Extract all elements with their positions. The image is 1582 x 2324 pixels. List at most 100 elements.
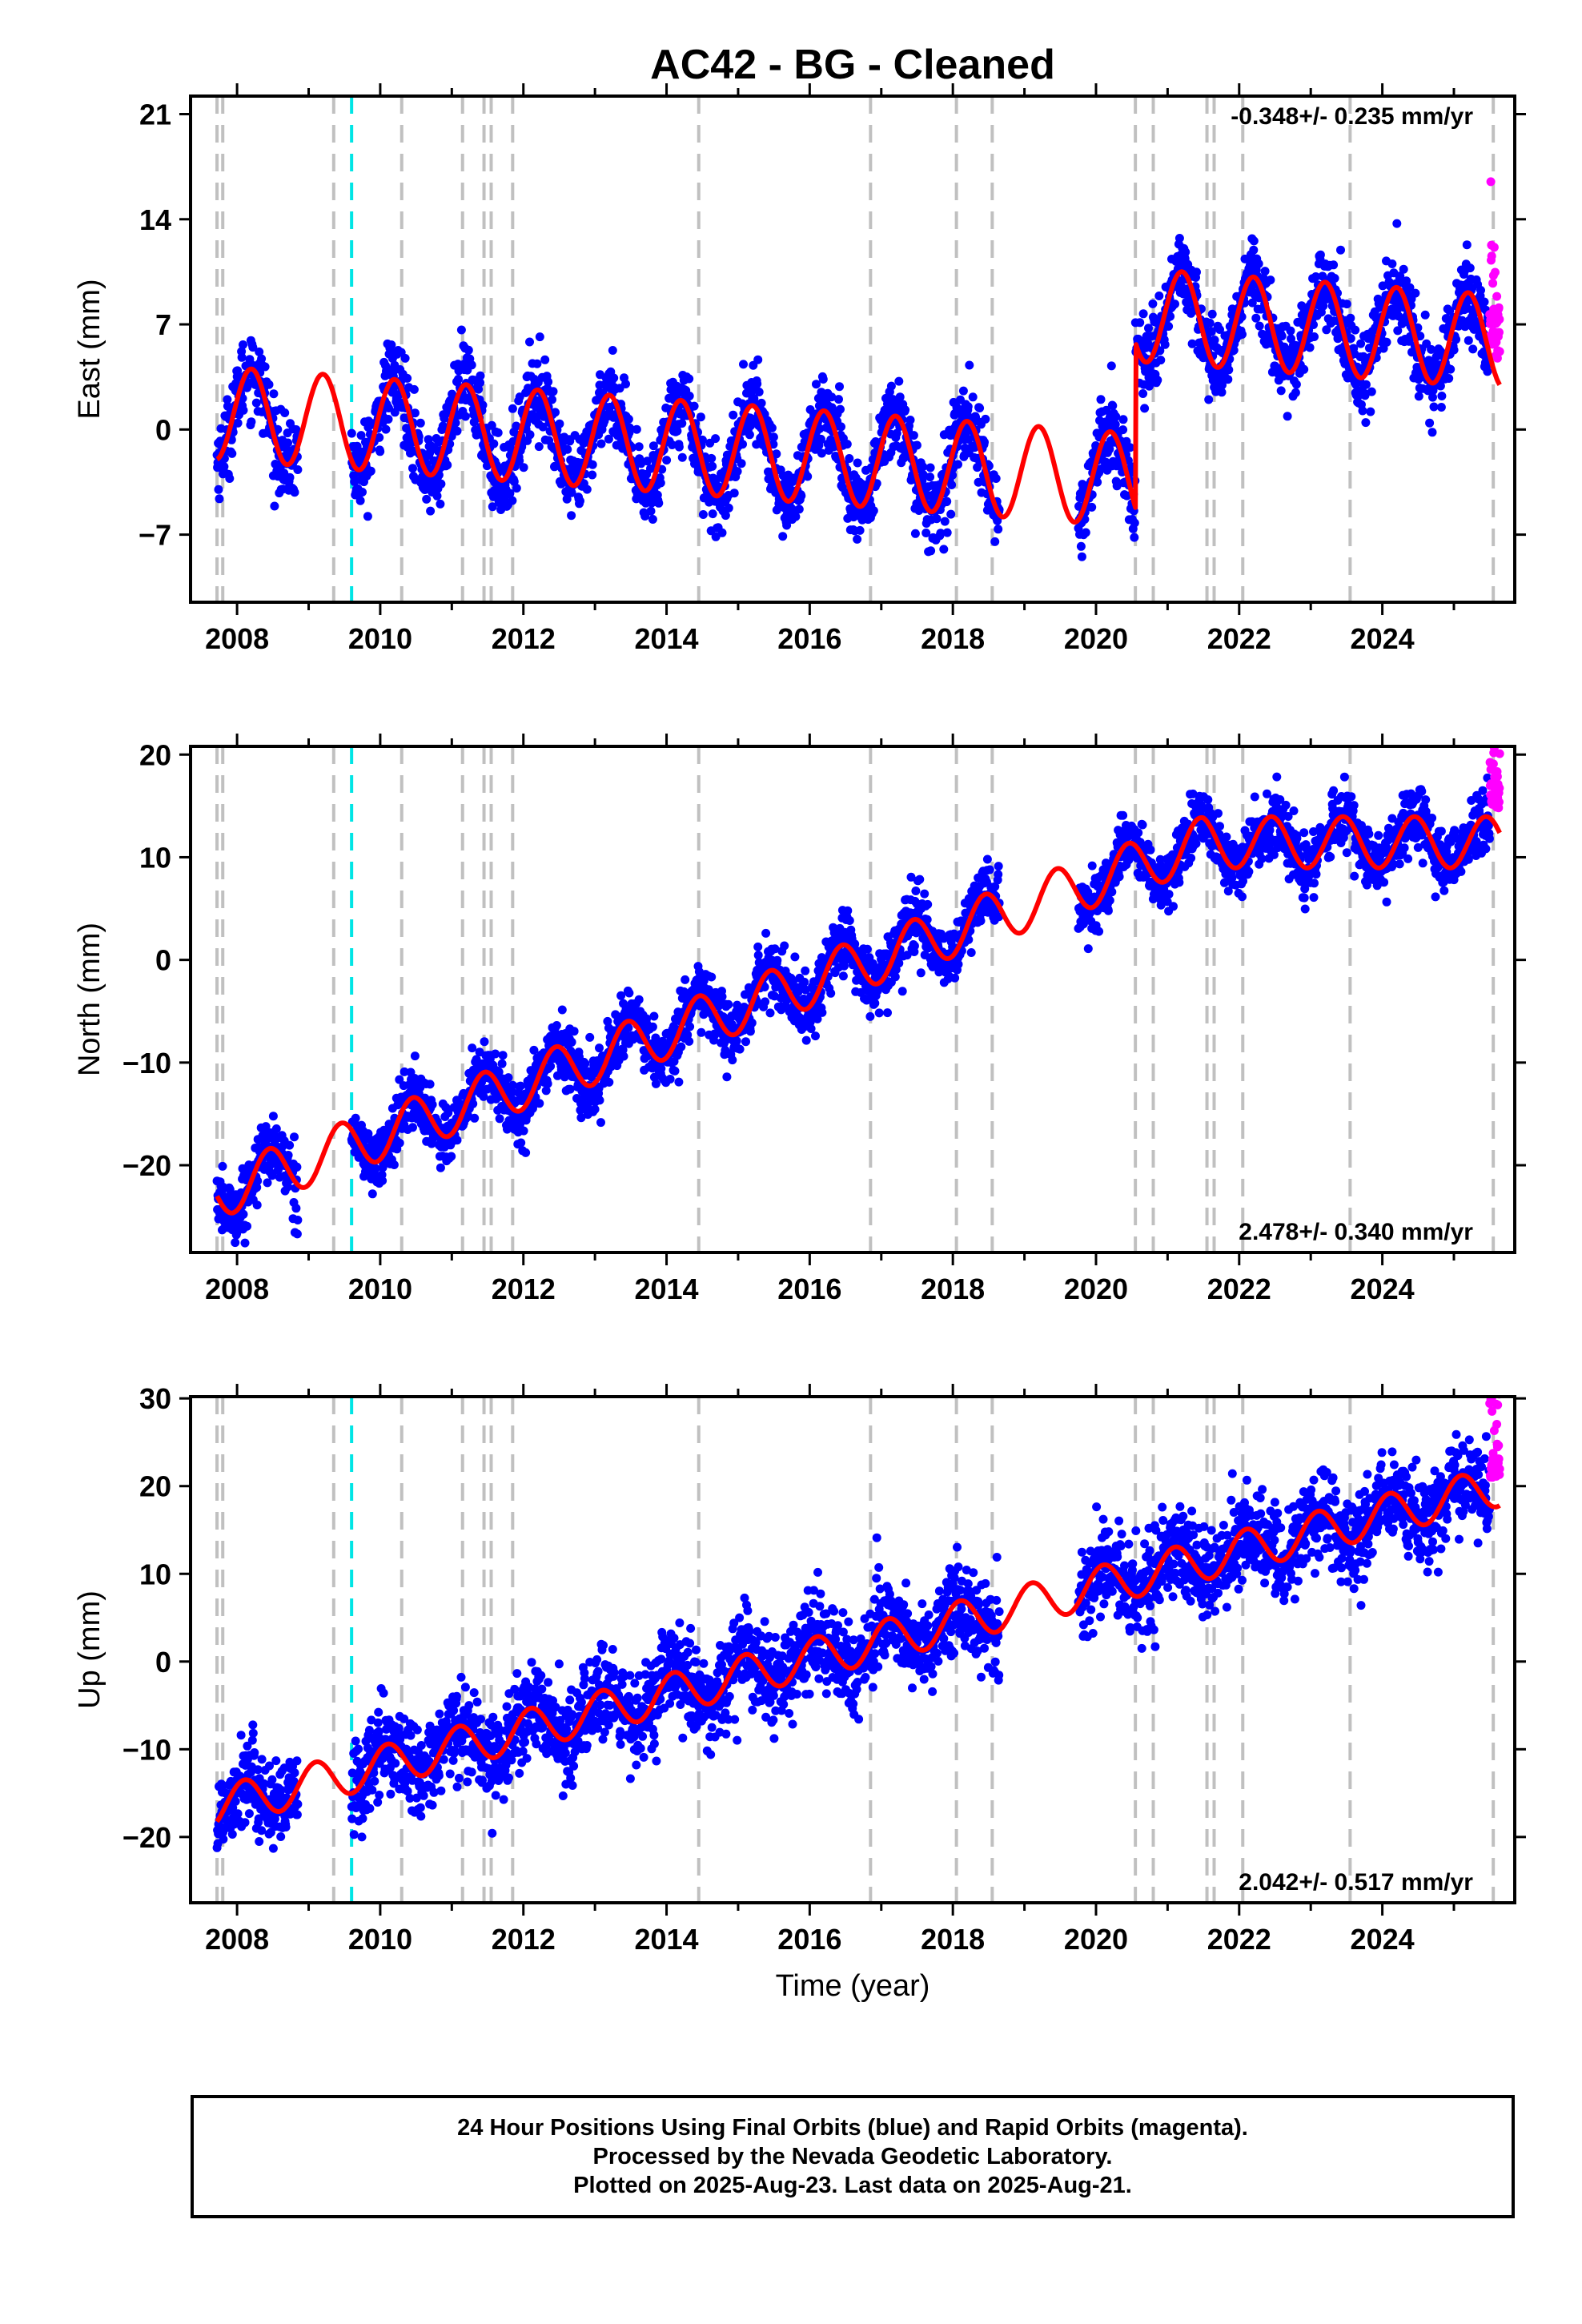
final-orbit-point [1077,552,1086,561]
final-orbit-point [729,410,738,420]
final-orbit-point [268,1112,278,1121]
final-orbit-point [426,506,436,516]
final-orbit-point [1215,325,1224,334]
final-orbit-point [685,1022,695,1031]
final-orbit-point [498,1051,508,1060]
final-orbit-point [818,375,828,384]
final-orbit-point [862,944,872,954]
final-orbit-point [954,959,963,969]
final-orbit-point [1283,412,1292,421]
final-orbit-point [1174,234,1184,243]
final-orbit-point [525,337,534,347]
final-orbit-point [557,1005,567,1015]
final-orbit-point [1205,318,1215,328]
final-orbit-point [1322,325,1331,335]
rapid-orbit-point [1492,292,1502,301]
final-orbit-point [1427,428,1437,437]
final-orbit-point [231,1238,240,1248]
final-orbit-point [497,1059,507,1068]
final-orbit-point [280,408,290,417]
final-orbit-point [619,1051,628,1061]
final-orbit-point [874,1008,884,1018]
final-orbit-point [493,428,503,437]
final-orbit-point [1187,339,1197,348]
final-orbit-point [1210,336,1219,345]
final-orbit-point [389,1160,399,1169]
final-orbit-point [926,546,936,556]
final-orbit-point [1425,418,1435,428]
final-orbit-point [769,432,778,442]
final-orbit-point [936,529,946,538]
final-orbit-point [1465,263,1475,273]
final-orbit-point [263,1178,272,1188]
final-orbit-point [428,1100,437,1109]
final-orbit-point [965,360,974,370]
final-orbit-point [634,442,644,452]
final-orbit-point [410,408,420,418]
final-orbit-point [567,1037,576,1047]
final-orbit-point [239,340,247,349]
rapid-orbit-point [1495,315,1504,324]
final-orbit-point [985,865,994,875]
final-orbit-point [588,460,597,469]
final-orbit-point [782,521,792,530]
final-orbit-point [940,517,950,526]
final-orbit-point [223,401,232,411]
final-orbit-point [1148,299,1158,308]
final-orbit-point [416,418,425,428]
final-orbit-point [251,398,261,408]
final-orbit-point [865,1011,875,1021]
final-orbit-point [1102,405,1111,415]
plot-area [191,746,1515,1252]
final-orbit-point [1227,304,1237,314]
final-orbit-point [1429,402,1439,412]
final-orbit-point [1130,518,1139,528]
final-orbit-point [1420,310,1430,320]
final-orbit-point [1254,259,1263,268]
final-orbit-point [1346,313,1355,323]
final-orbit-point [646,464,655,473]
final-orbit-point [624,414,633,424]
final-orbit-point [495,1114,504,1124]
final-orbit-point [901,405,910,415]
x-tick-label: 2024 [1351,622,1415,655]
final-orbit-point [292,1162,302,1172]
final-orbit-point [942,528,952,537]
final-orbit-point [356,431,366,440]
final-orbit-point [918,470,928,480]
final-orbit-point [648,515,657,524]
final-orbit-point [1094,927,1104,936]
final-orbit-point [460,412,470,421]
final-orbit-point [363,512,372,521]
final-orbit-point [1311,272,1320,281]
final-orbit-point [621,380,630,388]
final-orbit-point [609,373,619,383]
rapid-orbit-point [1495,347,1504,356]
final-orbit-point [456,325,466,335]
final-orbit-point [923,899,933,909]
final-orbit-point [451,418,460,428]
final-orbit-point [454,375,463,384]
final-orbit-point [747,1018,757,1027]
final-orbit-point [915,875,925,884]
x-tick-label: 2008 [205,622,269,655]
final-orbit-point [468,1043,477,1053]
final-orbit-point [721,511,730,521]
final-orbit-point [480,1037,489,1047]
final-orbit-point [538,422,548,432]
final-orbit-point [1411,288,1420,298]
final-orbit-point [753,379,762,388]
final-orbit-point [838,971,848,981]
final-orbit-point [1446,364,1456,374]
final-orbit-point [745,430,754,440]
final-orbit-point [843,906,853,915]
final-orbit-point [237,352,247,362]
rapid-orbit-point [1488,279,1498,288]
final-orbit-point [1192,267,1201,277]
final-orbit-point [909,941,919,951]
final-orbit-point [260,362,270,372]
final-orbit-point [1414,392,1423,401]
y-tick-label: 0 [155,413,171,446]
final-orbit-point [215,494,224,504]
final-orbit-point [358,488,367,497]
